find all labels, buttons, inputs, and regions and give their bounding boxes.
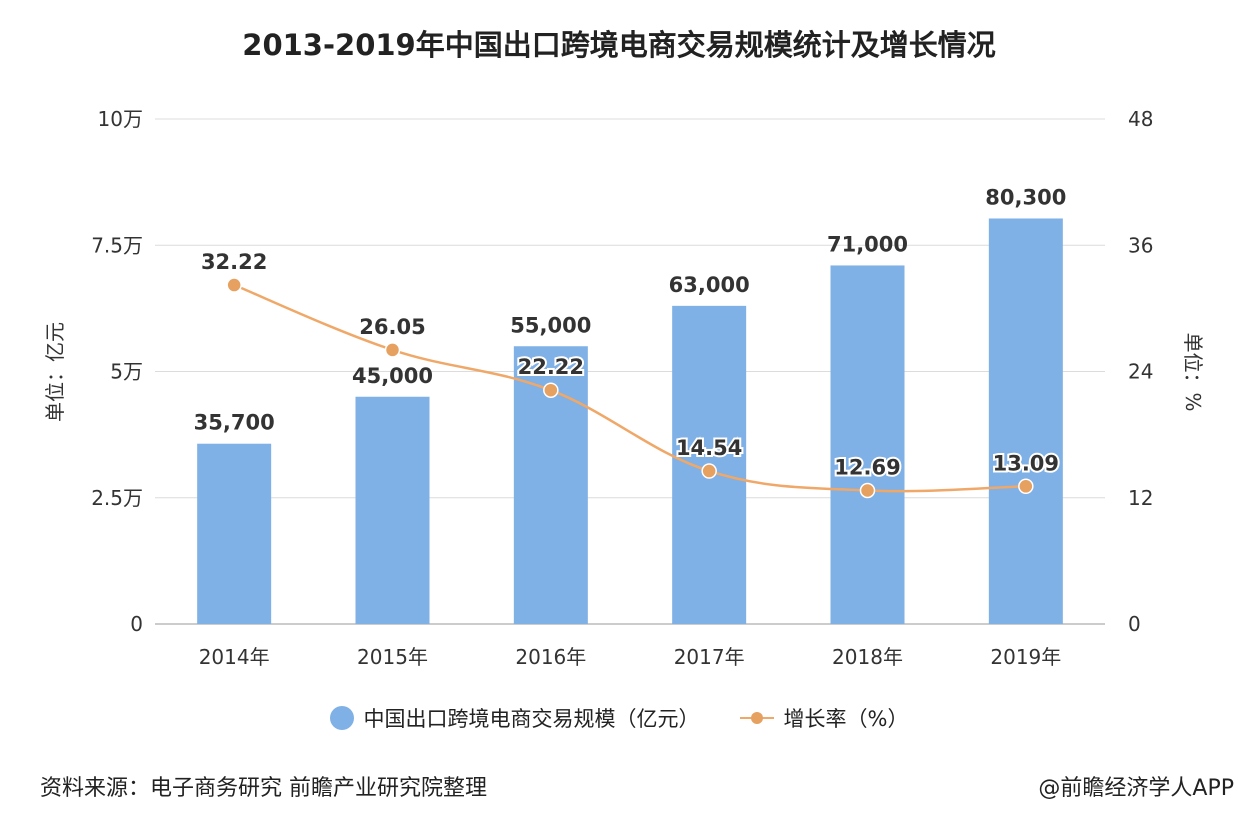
y2-tick-label: 24 bbox=[1128, 360, 1153, 384]
bar-data-label: 80,300 bbox=[985, 185, 1066, 209]
x-tick-label: 2016年 bbox=[515, 645, 586, 669]
y2-tick-label: 12 bbox=[1128, 486, 1153, 510]
y-tick-label: 0 bbox=[130, 612, 143, 636]
bar bbox=[355, 396, 430, 624]
legend-item-bar[interactable]: 中国出口跨境电商交易规模（亿元） bbox=[329, 703, 700, 733]
y-tick-label: 7.5万 bbox=[91, 233, 143, 257]
x-tick-label: 2015年 bbox=[357, 645, 428, 669]
growth-rate-line bbox=[233, 283, 1026, 493]
y2-axis-title: 单位：% bbox=[1181, 332, 1205, 411]
bar-data-label: 35,700 bbox=[194, 411, 275, 435]
bar-data-label: 55,000 bbox=[510, 313, 591, 337]
bar bbox=[830, 265, 905, 624]
growth-rate-point bbox=[384, 342, 401, 358]
y2-tick-label: 0 bbox=[1128, 612, 1141, 636]
growth-rate-point bbox=[859, 482, 876, 499]
chart-legend: 中国出口跨境电商交易规模（亿元） 增长率（%） bbox=[0, 703, 1238, 733]
growth-rate-label: 13.09 bbox=[993, 451, 1059, 475]
x-tick-label: 2018年 bbox=[832, 645, 903, 669]
legend-bar-label: 中国出口跨境电商交易规模（亿元） bbox=[363, 707, 700, 731]
bar bbox=[988, 218, 1063, 625]
growth-rate-point bbox=[1018, 478, 1034, 495]
growth-rate-label: 22.22 bbox=[518, 355, 584, 379]
bar-data-label: 71,000 bbox=[827, 232, 908, 256]
legend-line-label: 增长率（%） bbox=[783, 707, 909, 731]
growth-rate-label: 32.22 bbox=[201, 250, 267, 274]
source-note: 资料来源：电子商务研究 前瞻产业研究院整理 bbox=[40, 776, 487, 801]
legend-item-line[interactable]: 增长率（%） bbox=[739, 703, 909, 733]
brand-credit: @前瞻经济学人APP bbox=[1038, 776, 1234, 801]
y2-tick-label: 36 bbox=[1128, 233, 1153, 257]
bar-data-label: 45,000 bbox=[352, 364, 433, 388]
growth-rate-point bbox=[701, 463, 717, 479]
x-tick-label: 2019年 bbox=[990, 645, 1061, 669]
growth-rate-label: 26.05 bbox=[359, 315, 425, 339]
growth-rate-point bbox=[543, 382, 559, 398]
y-tick-label: 10万 bbox=[98, 107, 143, 131]
chart-title: 2013-2019年中国出口跨境电商交易规模统计及增长情况 bbox=[242, 28, 996, 62]
x-tick-label: 2014年 bbox=[199, 645, 270, 669]
y-tick-label: 2.5万 bbox=[91, 486, 143, 510]
y2-tick-label: 48 bbox=[1128, 107, 1153, 131]
bar bbox=[197, 443, 272, 624]
growth-rate-label: 14.54 bbox=[676, 436, 742, 460]
x-tick-label: 2017年 bbox=[674, 645, 745, 669]
growth-rate-label: 12.69 bbox=[834, 455, 900, 479]
growth-rate-point bbox=[226, 277, 242, 293]
y-axis-title: 单位：亿元 bbox=[43, 322, 67, 422]
legend-line-marker bbox=[739, 706, 774, 730]
y-tick-label: 5万 bbox=[110, 360, 143, 384]
bar-data-label: 63,000 bbox=[669, 273, 750, 297]
legend-bar-marker bbox=[329, 706, 354, 730]
